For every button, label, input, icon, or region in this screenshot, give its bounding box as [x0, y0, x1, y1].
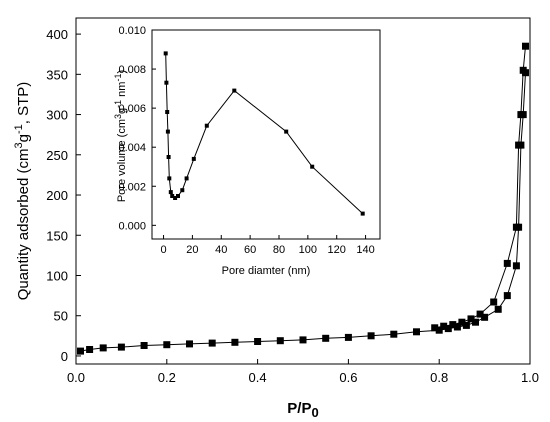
data-point — [512, 223, 520, 231]
data-point — [515, 141, 523, 149]
x-tick-label: 100 — [299, 244, 317, 256]
data-point — [284, 129, 289, 134]
inset-x-axis-title: Pore diamter (nm) — [222, 265, 311, 277]
y-tick-label: 200 — [46, 188, 68, 203]
data-point — [299, 336, 307, 344]
data-point — [117, 343, 125, 351]
y-tick-label: 400 — [46, 27, 68, 42]
data-point — [519, 66, 527, 74]
main-x-axis-title: P/P0 — [287, 400, 318, 420]
series-line-0 — [80, 72, 526, 352]
data-point — [163, 341, 171, 349]
data-point — [322, 334, 330, 342]
x-tick-label: 1.0 — [521, 370, 539, 385]
x-tick-label: 40 — [215, 244, 227, 256]
y-tick-label: 0.008 — [118, 64, 146, 76]
data-point — [449, 321, 457, 329]
data-point — [180, 188, 185, 193]
data-point — [390, 330, 398, 338]
y-tick-label: 0.010 — [118, 25, 146, 37]
data-point — [344, 333, 352, 341]
data-point — [173, 196, 178, 200]
x-tick-label: 80 — [273, 244, 285, 256]
data-point — [99, 344, 107, 352]
data-point — [481, 313, 489, 321]
data-point — [231, 338, 239, 346]
data-point — [517, 111, 525, 119]
inset-y-axis-title: Pore volume (cm3g-1 nm-1) — [113, 70, 128, 202]
data-point — [208, 339, 216, 347]
data-point — [512, 262, 520, 270]
y-tick-label: 0.002 — [118, 181, 146, 193]
x-tick-label: 140 — [356, 244, 374, 256]
inset-series-group — [163, 51, 365, 216]
y-tick-label: 150 — [46, 228, 68, 243]
inset-axis-ticks: 0 20 40 60 80 100 120 140 0.000 0.002 0.004 0.006 0.… — [118, 25, 374, 256]
x-tick-label: 0.4 — [249, 370, 267, 385]
x-tick-label: 0 — [160, 244, 166, 256]
data-point — [367, 332, 375, 340]
data-point — [186, 340, 193, 348]
data-point — [254, 338, 262, 345]
data-point — [86, 346, 94, 353]
data-point — [458, 318, 466, 326]
y-tick-label: 50 — [54, 309, 68, 324]
y-tick-label: 0.006 — [118, 103, 146, 115]
data-point — [462, 321, 470, 329]
data-point — [140, 342, 148, 349]
x-tick-label: 0.8 — [430, 370, 448, 385]
main-axis-ticks: 0.0 0.2 0.4 0.6 0.8 1.00501001502002503003504… — [46, 27, 539, 385]
data-point — [413, 328, 420, 336]
data-point — [467, 315, 475, 323]
data-point — [204, 123, 209, 128]
y-tick-label: 0 — [61, 349, 68, 364]
y-tick-label: 250 — [46, 148, 68, 163]
x-tick-label: 0.2 — [158, 370, 176, 385]
y-tick-label: 350 — [46, 67, 68, 82]
data-point — [494, 305, 502, 313]
data-point — [503, 259, 511, 267]
main-plot-frame — [75, 17, 531, 365]
inset-plot-frame — [151, 29, 381, 240]
main-series-group — [77, 42, 529, 355]
data-point — [472, 318, 479, 326]
data-point — [165, 129, 170, 134]
data-point — [164, 80, 169, 85]
series-line-1 — [434, 46, 526, 329]
x-tick-label: 20 — [186, 244, 198, 256]
data-point — [490, 298, 498, 306]
data-point — [360, 211, 365, 216]
data-point — [184, 176, 189, 181]
data-point — [435, 326, 443, 334]
data-point — [191, 156, 196, 161]
x-tick-label: 60 — [244, 244, 256, 256]
y-tick-label: 0.004 — [118, 142, 146, 154]
data-point — [503, 292, 511, 300]
x-tick-label: 0.6 — [339, 370, 357, 385]
data-point — [440, 322, 448, 330]
data-point — [232, 88, 237, 93]
data-point — [176, 194, 180, 198]
x-tick-label: 0.0 — [67, 370, 85, 385]
data-point — [170, 194, 175, 198]
y-tick-label: 100 — [46, 268, 68, 283]
data-point — [310, 164, 315, 169]
data-point — [163, 51, 168, 56]
data-point — [522, 42, 529, 50]
x-tick-label: 120 — [328, 244, 346, 256]
data-point — [166, 155, 171, 159]
data-point — [165, 110, 170, 114]
data-point — [276, 337, 284, 345]
data-point — [77, 347, 84, 355]
data-point — [167, 176, 172, 181]
y-tick-label: 300 — [46, 108, 68, 123]
data-point — [444, 325, 452, 333]
data-point — [453, 323, 461, 331]
data-point — [431, 324, 439, 332]
main-y-axis-title: Quantity adsorbed (cm3g-1, STP) — [13, 82, 32, 301]
data-point — [476, 310, 484, 318]
data-point — [168, 190, 173, 195]
y-tick-label: 0.000 — [118, 220, 146, 232]
